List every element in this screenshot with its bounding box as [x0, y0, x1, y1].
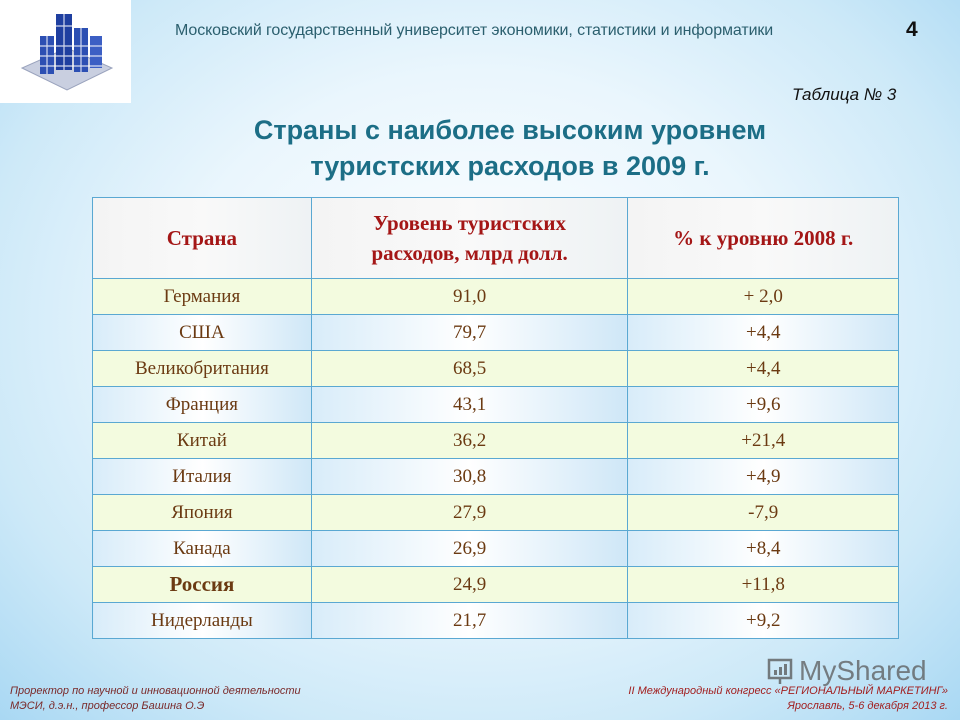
cell-spending: 68,5	[310, 350, 629, 387]
cell-spending: 24,9	[310, 566, 629, 603]
cell-percent: +9,2	[627, 602, 899, 639]
cell-country: Франция	[92, 386, 312, 423]
cell-country: Нидерланды	[92, 602, 312, 639]
table-row: Канада 26,9 +8,4	[92, 530, 899, 567]
cell-percent: -7,9	[627, 494, 899, 531]
table-row: Великобритания 68,5 +4,4	[92, 350, 899, 387]
cell-spending: 43,1	[310, 386, 629, 423]
presentation-chart-icon	[767, 658, 793, 684]
cell-spending: 30,8	[310, 458, 629, 495]
table-row: Китай 36,2 +21,4	[92, 422, 899, 459]
cell-percent: + 2,0	[627, 278, 899, 315]
column-header-spending: Уровень туристских расходов, млрд долл.	[310, 197, 629, 279]
table-row-highlighted: Россия 24,9 +11,8	[92, 566, 899, 603]
cell-country: Китай	[92, 422, 312, 459]
table-row: Япония 27,9 -7,9	[92, 494, 899, 531]
column-header-country: Страна	[92, 197, 312, 279]
title-line-2: туристских расходов в 2009 г.	[310, 151, 710, 181]
cell-spending: 91,0	[310, 278, 629, 315]
cell-percent: +4,4	[627, 350, 899, 387]
watermark-text: MyShared	[799, 655, 927, 686]
footer-event: II Международный конгресс «РЕГИОНАЛЬНЫЙ …	[628, 684, 948, 714]
cell-country: Италия	[92, 458, 312, 495]
cell-country: Япония	[92, 494, 312, 531]
cell-percent: +11,8	[627, 566, 899, 603]
page-number: 4	[906, 18, 918, 41]
university-logo	[0, 0, 131, 103]
cell-percent: +21,4	[627, 422, 899, 459]
watermark: MyShared	[765, 655, 927, 687]
table-row: Германия 91,0 + 2,0	[92, 278, 899, 315]
mesi-logo-icon	[20, 14, 114, 91]
cell-country: Россия	[92, 566, 312, 603]
footer-author-line-2: МЭСИ, д.э.н., профессор Башина О.Э	[10, 700, 205, 712]
footer-event-line-1: II Международный конгресс «РЕГИОНАЛЬНЫЙ …	[628, 685, 948, 697]
table-row: Франция 43,1 +9,6	[92, 386, 899, 423]
footer-author-line-1: Проректор по научной и инновационной дея…	[10, 685, 301, 697]
cell-percent: +4,4	[627, 314, 899, 351]
cell-spending: 27,9	[310, 494, 629, 531]
page-title: Страны с наиболее высоким уровнем турист…	[150, 112, 870, 184]
cell-spending: 26,9	[310, 530, 629, 567]
title-line-1: Страны с наиболее высоким уровнем	[253, 115, 767, 145]
cell-country: США	[92, 314, 312, 351]
table-row: США 79,7 +4,4	[92, 314, 899, 351]
university-name: Московский государственный университет э…	[175, 22, 774, 39]
cell-spending: 21,7	[310, 602, 629, 639]
cell-spending: 79,7	[310, 314, 629, 351]
cell-percent: +8,4	[627, 530, 899, 567]
cell-percent: +4,9	[627, 458, 899, 495]
cell-country: Германия	[92, 278, 312, 315]
cell-country: Великобритания	[92, 350, 312, 387]
cell-percent: +9,6	[627, 386, 899, 423]
column-header-percent: % к уровню 2008 г.	[627, 197, 899, 279]
cell-country: Канада	[92, 530, 312, 567]
tourism-spending-table: Страна Уровень туристских расходов, млрд…	[92, 197, 899, 639]
footer-event-line-2: Ярославль, 5-6 декабря 2013 г.	[787, 700, 948, 712]
cell-spending: 36,2	[310, 422, 629, 459]
table-row: Нидерланды 21,7 +9,2	[92, 602, 899, 639]
table-header-row: Страна Уровень туристских расходов, млрд…	[92, 197, 899, 279]
table-row: Италия 30,8 +4,9	[92, 458, 899, 495]
footer-author: Проректор по научной и инновационной дея…	[10, 684, 301, 714]
table-number: Таблица № 3	[792, 85, 897, 104]
